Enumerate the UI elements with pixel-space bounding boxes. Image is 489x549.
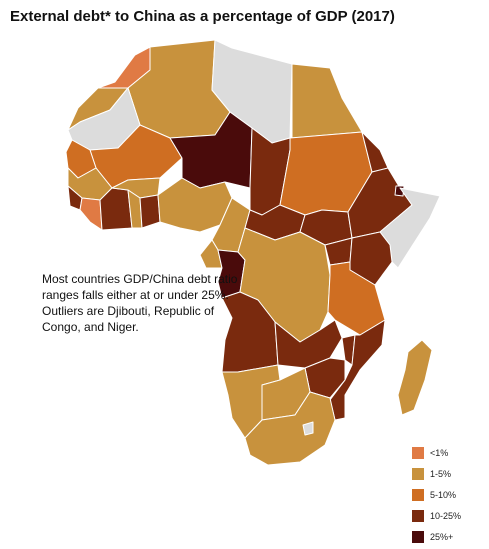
- legend-label-25plus: 25%+: [430, 531, 454, 542]
- region-niger: [169, 111, 253, 189]
- legend-item-lt1: <1%: [412, 442, 461, 463]
- map-title: External debt* to China as a percentage …: [10, 8, 395, 25]
- region-egypt: [291, 63, 363, 139]
- legend-item-10to25: 10-25%: [412, 505, 461, 526]
- region-mozambique: [329, 319, 386, 421]
- legend-label-10to25: 10-25%: [430, 510, 462, 521]
- region-togo-benin: [139, 194, 161, 229]
- legend-swatch-1to5: [412, 467, 424, 480]
- legend: <1% 1-5% 5-10% 10-25% 25%+: [412, 442, 461, 547]
- legend-item-1to5: 1-5%: [412, 463, 461, 484]
- annotation-text: Most countries GDP/China debt ratio rang…: [42, 272, 238, 334]
- legend-label-lt1: <1%: [430, 447, 449, 458]
- region-madagascar: [397, 339, 433, 416]
- legend-swatch-10to25: [412, 509, 424, 522]
- legend-swatch-lt1: [412, 446, 424, 459]
- region-gabon: [199, 239, 223, 269]
- legend-label-1to5: 1-5%: [430, 468, 452, 479]
- region-lesotho: [302, 421, 314, 436]
- legend-item-5to10: 5-10%: [412, 484, 461, 505]
- region-liberia: [79, 197, 103, 231]
- legend-swatch-5to10: [412, 488, 424, 501]
- legend-swatch-25plus: [412, 530, 424, 543]
- legend-label-5to10: 5-10%: [430, 489, 457, 500]
- legend-item-25plus: 25%+: [412, 526, 461, 547]
- region-south-africa: [244, 391, 336, 466]
